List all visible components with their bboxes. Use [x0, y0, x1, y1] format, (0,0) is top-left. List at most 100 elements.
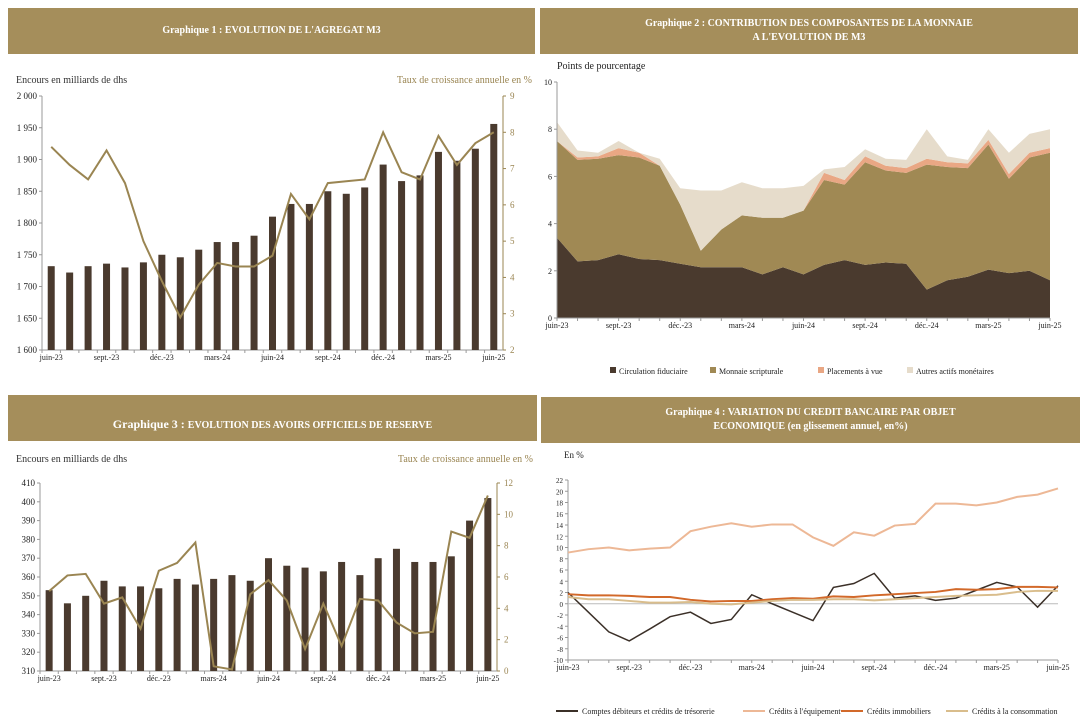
x-tick-label: déc.-23	[668, 321, 692, 330]
y-tick-label: 14	[556, 522, 564, 530]
y-tick-label: 4	[560, 578, 564, 586]
bar	[213, 242, 221, 350]
x-tick-label: juin-23	[39, 353, 63, 362]
y-tick-label: 1 800	[17, 218, 38, 228]
area-series-4	[557, 122, 1050, 251]
y-tick-label: 22	[556, 477, 564, 485]
x-tick-label: mars-25	[420, 674, 446, 683]
x-tick-label: juin-24	[791, 321, 815, 330]
bar	[100, 580, 108, 671]
x-tick-label: déc.-24	[366, 674, 390, 683]
bar	[84, 266, 92, 350]
bar	[398, 181, 406, 350]
y-right-tick-label: 8	[504, 541, 509, 551]
y-right-tick-label: 4	[504, 603, 509, 613]
x-tick-label: déc.-23	[679, 663, 703, 672]
bar	[269, 216, 276, 350]
y-right-tick-label: 2	[510, 345, 515, 355]
y-right-tick-label: 0	[504, 666, 509, 676]
x-tick-label: juin-23	[544, 321, 568, 330]
bar	[453, 160, 461, 350]
chart3-reserve-assets: Encours en milliards de dhs Taux de crois…	[16, 454, 533, 683]
line-series-4	[567, 589, 1058, 606]
x-tick-label: sept.-23	[606, 321, 632, 330]
bar	[484, 498, 492, 671]
x-tick-label: mars-25	[975, 321, 1001, 330]
chart2-money-components: Points de pourcentage 0 2 4 6 8 10 juin-23 sept.…	[544, 61, 1062, 376]
bar	[103, 263, 111, 350]
y-right-tick-label: 9	[510, 91, 515, 101]
chart3-header: Graphique 3 : EVOLUTION DES AVOIRS OFFIC…	[8, 395, 537, 441]
y-tick-label: 360	[22, 572, 36, 582]
x-tick-label: sept.-24	[315, 353, 341, 362]
bar	[416, 175, 424, 350]
y-tick-label: -8	[557, 646, 563, 654]
y-right-tick-label: 7	[510, 164, 515, 174]
y-tick-label: 1 950	[17, 123, 38, 133]
y-tick-label: 310	[22, 666, 36, 676]
bar	[155, 588, 163, 671]
y-right-tick-label: 8	[510, 127, 515, 137]
chart4-bank-credit: En % -10 -8 -6 -4 -2 0 2 4 6 8 10 12 14 16 18 20 22 juin-2…	[554, 450, 1070, 716]
y-tick-label: 4	[548, 220, 552, 229]
bar	[319, 571, 327, 671]
x-tick-label: mars-25	[425, 353, 451, 362]
bar	[82, 595, 90, 671]
y-right-tick-label: 5	[510, 236, 515, 246]
right-axis-label: Taux de croissance annuelle en %	[398, 454, 533, 465]
y-tick-label: 340	[22, 610, 36, 620]
bar	[191, 584, 199, 671]
bar	[195, 249, 203, 350]
bar	[301, 567, 309, 671]
bar	[232, 242, 240, 350]
y-tick-label: 1 700	[17, 282, 38, 292]
x-tick-label: mars-24	[201, 674, 227, 683]
bar	[471, 148, 479, 350]
legend-label: Comptes débiteurs et crédits de trésorer…	[582, 707, 715, 716]
x-tick-label: sept.-24	[852, 321, 878, 330]
y-tick-label: 330	[22, 628, 36, 638]
x-tick-label: juin-23	[37, 674, 61, 683]
legend-label: Placements à vue	[827, 367, 883, 376]
x-tick-label: juin-24	[260, 353, 284, 362]
x-tick-label: sept.-24	[861, 663, 887, 672]
bar	[210, 578, 218, 671]
y-tick-label: 370	[22, 553, 36, 563]
y-tick-label: 10	[556, 545, 564, 553]
y-tick-label: 6	[548, 172, 552, 181]
growth-rate-line	[48, 495, 489, 671]
chart1-header: Graphique 1 : EVOLUTION DE L'AGREGAT M3	[8, 8, 535, 54]
y-tick-label: 410	[22, 478, 36, 488]
y-tick-label: 16	[556, 511, 564, 519]
x-tick-label: sept.-23	[91, 674, 117, 683]
bar	[63, 603, 71, 671]
y-tick-label: 2	[560, 590, 564, 598]
bar	[305, 203, 313, 350]
y-tick-label: 10	[544, 78, 552, 87]
y-tick-label: 2	[548, 267, 552, 276]
y-axis-label: Points de pourcentage	[557, 61, 646, 72]
bar	[338, 561, 346, 671]
bar	[392, 548, 400, 671]
x-tick-label: mars-24	[204, 353, 230, 362]
chart3-title-rest: EVOLUTION DES AVOIRS OFFICIELS DE RESERV…	[187, 420, 433, 431]
y-tick-label: 18	[556, 500, 564, 508]
bar	[173, 578, 181, 671]
bar	[374, 558, 382, 671]
bar	[490, 123, 498, 350]
y-right-tick-label: 4	[510, 272, 515, 282]
legend-label: Crédits immobiliers	[867, 707, 931, 716]
bar	[342, 193, 350, 350]
bar	[118, 586, 126, 671]
y-tick-label: -10	[554, 657, 564, 665]
y-tick-label: 6	[560, 567, 564, 575]
chart2-title: Graphique 2 : CONTRIBUTION DES COMPOSANT…	[645, 18, 973, 43]
bar	[158, 254, 166, 350]
x-tick-label: juin-24	[256, 674, 280, 683]
bar	[45, 590, 53, 671]
line-series-1	[567, 572, 1059, 642]
bar	[66, 272, 74, 350]
growth-rate-line	[50, 129, 495, 320]
y-tick-label: 0	[560, 601, 564, 609]
line-series-3	[567, 585, 1059, 603]
